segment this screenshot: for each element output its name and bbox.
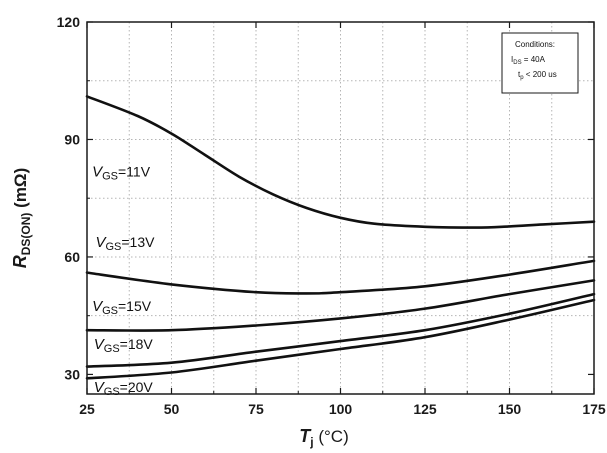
series-line-18v	[85, 292, 596, 368]
conditions-box: Conditions: IDS = 40A tp < 200 us	[501, 32, 579, 94]
series-line-20v	[85, 298, 596, 380]
y-axis-label: RDS(ON) (mΩ)	[10, 168, 33, 268]
tick-labels: 25 50 75 100 125 150 175 30 60 90 120	[57, 14, 606, 417]
series-label-13v: VGS=13V	[95, 234, 155, 253]
conditions-pulse: tp < 200 us	[518, 70, 557, 81]
axis-ticks	[86, 21, 595, 394]
x-axis-label: Tj (°C)	[299, 426, 348, 449]
x-tick-label: 50	[164, 401, 180, 417]
x-tick-label: 125	[413, 401, 437, 417]
x-tick-label: 25	[79, 401, 95, 417]
x-tick-label: 100	[329, 401, 353, 417]
series-label-18v: VGS=18V	[94, 336, 154, 355]
grid-lines	[87, 22, 594, 394]
series-lines	[85, 95, 596, 380]
y-tick-label: 30	[64, 366, 80, 382]
x-tick-label: 75	[248, 401, 264, 417]
series-label-20v: VGS=20V	[94, 379, 154, 398]
series-line-11v	[85, 95, 596, 229]
series-line-13v	[85, 259, 596, 295]
series-line-15v	[85, 279, 596, 332]
y-tick-label: 120	[57, 14, 81, 30]
conditions-current: IDS = 40A	[511, 55, 546, 66]
y-tick-label: 90	[64, 131, 80, 147]
series-labels: VGS=11V VGS=13V VGS=15V VGS=18V VGS=20V	[92, 164, 155, 398]
series-label-15v: VGS=15V	[92, 298, 152, 317]
conditions-title: Conditions:	[515, 40, 555, 49]
series-label-11v: VGS=11V	[92, 164, 151, 183]
x-tick-label: 150	[498, 401, 522, 417]
y-tick-label: 60	[64, 249, 80, 265]
x-tick-label: 175	[582, 401, 606, 417]
